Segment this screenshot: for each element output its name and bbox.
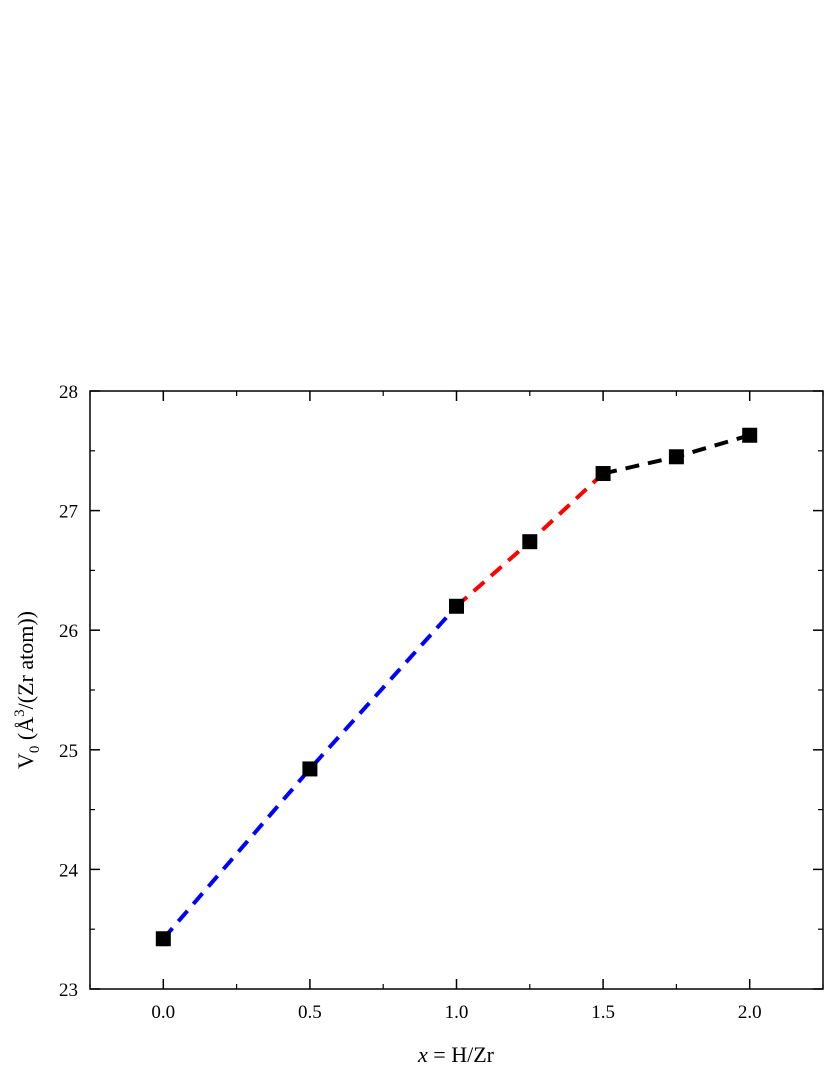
y-tick-label: 26	[59, 621, 78, 642]
y-tick-label: 23	[59, 980, 78, 1001]
data-point	[742, 427, 758, 443]
x-tick-label: 2.0	[738, 1002, 762, 1023]
x-axis-label-variable: x	[417, 1042, 428, 1067]
axis-tick-labels: 0.0 0.5 1.0 1.5 2.0 23 24 25 26 27 28	[59, 382, 762, 1023]
axis-ticks	[89, 390, 824, 990]
data-point	[522, 534, 538, 550]
data-point	[155, 931, 171, 947]
y-axis-label-unit-start: (Å	[13, 717, 38, 746]
fit-line	[161, 604, 458, 941]
data-point	[595, 466, 611, 482]
data-point	[302, 761, 318, 777]
y-axis-label-symbol: V	[13, 753, 38, 769]
y-axis-label-unit-end: /(Zr atom))	[13, 611, 38, 709]
y-tick-label: 25	[59, 741, 78, 762]
y-tick-label: 24	[59, 860, 79, 881]
y-tick-label: 27	[59, 502, 78, 523]
x-axis-label-text: = H/Zr	[428, 1042, 495, 1067]
x-axis-label: x = H/Zr	[417, 1042, 495, 1067]
y-tick-label: 28	[59, 382, 78, 403]
y-axis-label-superscript: 3	[12, 709, 28, 717]
x-tick-label: 0.0	[151, 1002, 175, 1023]
x-tick-label: 1.0	[445, 1002, 469, 1023]
y-axis-label-subscript: 0	[27, 746, 43, 754]
data-markers	[155, 427, 758, 947]
fit-lines	[161, 433, 751, 941]
data-point	[668, 449, 684, 465]
y-axis-label: V0 (Å3/(Zr atom))	[12, 611, 43, 769]
x-tick-label: 1.5	[591, 1002, 615, 1023]
data-point	[449, 598, 464, 614]
x-tick-label: 0.5	[298, 1002, 322, 1023]
